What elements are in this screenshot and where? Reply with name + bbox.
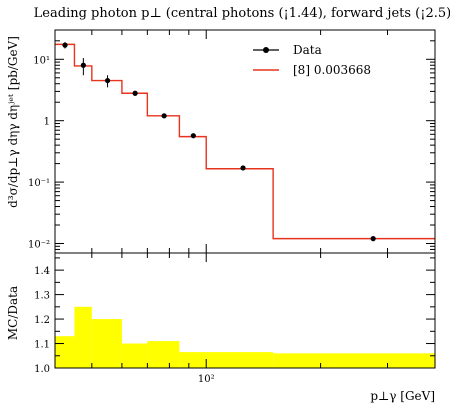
data-point <box>190 133 196 139</box>
y-axis-label: d³σ/dp⊥γ dηγ dηʲᵉᵗ [pb/GeV] <box>6 36 20 208</box>
ratio-plot-frame <box>54 252 436 369</box>
ratio-axis-ticks <box>54 253 436 369</box>
ratio-band <box>147 341 180 368</box>
main-axis-ticks <box>54 29 436 254</box>
ratio-y-axis-label: MC/Data <box>6 286 20 340</box>
main-y-tick-label: 10¹ <box>33 55 50 66</box>
legend-model-label: [8] 0.003668 <box>293 63 371 77</box>
main-y-tick-label: 10⁻¹ <box>28 178 50 189</box>
x-tick-label-100: 10² <box>198 374 215 385</box>
data-point <box>161 113 167 119</box>
ratio-plot-panel: 1.0 1.1 1.2 1.3 1.4 <box>34 252 436 375</box>
ratio-y-tick-label: 1.3 <box>34 291 50 302</box>
ratio-band <box>74 306 92 368</box>
ratio-y-tick-labels: 1.0 1.1 1.2 1.3 1.4 <box>34 266 50 375</box>
ratio-band <box>121 343 148 368</box>
ratio-band <box>273 353 435 368</box>
main-y-tick-labels: 10¹ 1 10⁻¹ 10⁻² <box>28 55 50 250</box>
x-axis-label: p⊥γ [GeV] <box>370 389 435 403</box>
ratio-y-tick-label: 1.1 <box>34 340 50 351</box>
ratio-band <box>55 336 75 368</box>
ratio-y-tick-label: 1.2 <box>34 315 50 326</box>
main-y-tick-label: 1 <box>44 117 50 128</box>
data-point <box>132 90 138 96</box>
ratio-band <box>179 352 207 368</box>
data-points <box>62 42 376 242</box>
ratio-bands <box>55 306 435 368</box>
data-point <box>104 77 111 84</box>
ratio-y-tick-label: 1.4 <box>34 266 50 277</box>
data-point <box>240 165 246 171</box>
legend-data-marker <box>263 47 269 53</box>
ratio-band <box>206 352 274 368</box>
ratio-band <box>91 319 122 368</box>
main-y-tick-label: 10⁻² <box>28 239 50 250</box>
main-plot-frame <box>54 29 436 254</box>
data-point <box>370 236 376 242</box>
main-plot-panel: 10¹ 1 10⁻¹ 10⁻² <box>28 29 436 254</box>
data-point <box>62 42 68 48</box>
ratio-y-tick-label: 1.0 <box>34 364 50 375</box>
legend-data-label: Data <box>293 43 322 57</box>
chart-title: Leading photon p⊥ (central photons (¡1.4… <box>34 6 450 21</box>
model-histogram-line <box>55 43 435 240</box>
legend: Data [8] 0.003668 <box>253 43 371 77</box>
data-point <box>80 62 86 68</box>
